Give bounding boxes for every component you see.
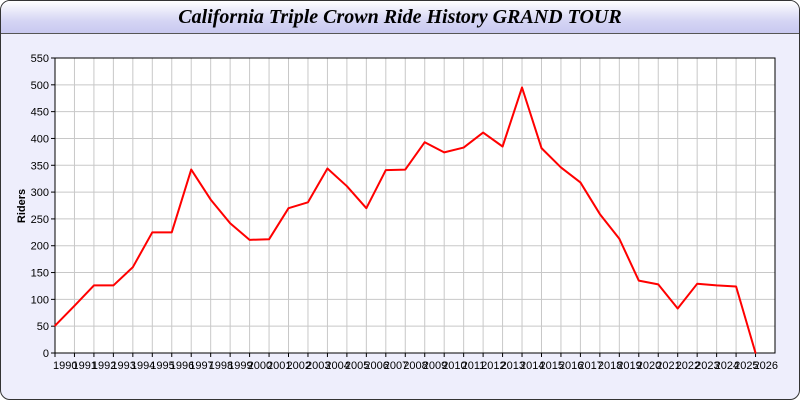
- x-tick-label: 2001: [267, 360, 291, 372]
- data-point: [618, 237, 621, 240]
- x-tick-label: 1992: [92, 360, 116, 372]
- data-point: [112, 284, 115, 287]
- data-point: [151, 231, 154, 234]
- data-point: [73, 305, 76, 307]
- x-tick-label: 1995: [150, 360, 174, 372]
- x-tick-label: 2002: [287, 360, 311, 372]
- x-tick-label: 1999: [228, 360, 252, 372]
- y-tick-label: 50: [37, 321, 49, 333]
- data-point: [560, 166, 562, 169]
- x-tick-label: 2019: [617, 360, 641, 372]
- x-tick-label: 2017: [578, 360, 602, 372]
- data-point: [229, 222, 231, 224]
- x-tick-label: 2005: [345, 360, 369, 372]
- data-point: [462, 146, 465, 149]
- x-tick-label: 2010: [442, 360, 466, 372]
- y-tick-label: 350: [31, 160, 49, 172]
- data-point: [209, 198, 212, 201]
- data-point: [443, 151, 445, 154]
- y-tick-label: 200: [31, 241, 49, 253]
- x-tick-label: 2023: [695, 360, 719, 372]
- y-tick-label: 400: [31, 133, 49, 145]
- data-point: [637, 279, 640, 282]
- data-point: [404, 168, 407, 171]
- data-point: [307, 201, 309, 204]
- x-tick-label: 2007: [384, 360, 408, 372]
- x-tick-label: 2000: [248, 360, 272, 372]
- data-point: [132, 266, 134, 268]
- x-tick-label: 2012: [481, 360, 505, 372]
- data-point: [93, 284, 95, 287]
- data-point: [696, 283, 698, 285]
- x-tick-label: 2009: [423, 360, 447, 372]
- y-tick-label: 150: [31, 268, 49, 280]
- data-point: [346, 185, 348, 187]
- data-point: [54, 324, 56, 327]
- x-tick-label: 2013: [501, 360, 525, 372]
- x-tick-label: 2011: [462, 360, 486, 372]
- x-tick-label: 1998: [209, 360, 233, 372]
- y-tick-label: 500: [31, 80, 49, 92]
- x-tick-label: 2024: [715, 360, 739, 372]
- x-tick-label: 2018: [598, 360, 622, 372]
- y-tick-label: 550: [31, 53, 49, 65]
- y-tick-label: 0: [43, 348, 49, 360]
- data-point: [579, 181, 582, 184]
- x-tick-label: 2022: [676, 360, 700, 372]
- y-tick-label: 100: [31, 294, 49, 306]
- x-tick-label: 2026: [754, 360, 778, 372]
- y-tick-label: 250: [31, 214, 49, 226]
- data-point: [248, 239, 251, 241]
- data-point: [657, 283, 660, 286]
- chart-title: California Triple Crown Ride History GRA…: [178, 6, 622, 28]
- x-tick-label: 2014: [520, 360, 544, 372]
- data-point: [287, 207, 290, 209]
- data-point: [385, 169, 387, 171]
- x-tick-label: 2025: [734, 360, 758, 372]
- x-tick-label: 1997: [189, 360, 213, 372]
- x-tick-label: 2003: [306, 360, 330, 372]
- title-bar: California Triple Crown Ride History GRA…: [1, 1, 799, 34]
- x-tick-label: 2016: [559, 360, 583, 372]
- plot-area: [55, 58, 775, 353]
- data-point: [501, 145, 504, 148]
- x-tick-label: 2020: [637, 360, 661, 372]
- data-point: [540, 147, 543, 149]
- x-tick-label: 1990: [53, 360, 77, 372]
- data-point: [170, 231, 173, 234]
- data-point: [715, 284, 718, 287]
- x-tick-label: 1993: [111, 360, 135, 372]
- data-point: [190, 168, 193, 171]
- data-point: [423, 141, 426, 144]
- data-point: [521, 86, 523, 89]
- x-tick-label: 2006: [364, 360, 388, 372]
- y-tick-label: 300: [31, 187, 49, 199]
- x-tick-label: 2004: [325, 360, 349, 372]
- data-point: [482, 131, 484, 134]
- y-axis-label: Riders: [16, 189, 28, 223]
- data-point: [735, 285, 737, 288]
- x-tick-label: 1991: [72, 360, 96, 372]
- data-point: [754, 352, 757, 354]
- x-tick-label: 2008: [403, 360, 427, 372]
- x-tick-label: 1996: [170, 360, 194, 372]
- data-point: [365, 207, 368, 209]
- y-tick-label: 450: [31, 107, 49, 119]
- data-point: [326, 167, 329, 170]
- data-point: [676, 307, 679, 310]
- x-tick-label: 1994: [131, 360, 155, 372]
- data-point: [599, 213, 601, 215]
- x-tick-label: 2015: [539, 360, 563, 372]
- x-tick-label: 2021: [656, 360, 680, 372]
- plot-border: [54, 57, 776, 354]
- data-point: [268, 238, 270, 241]
